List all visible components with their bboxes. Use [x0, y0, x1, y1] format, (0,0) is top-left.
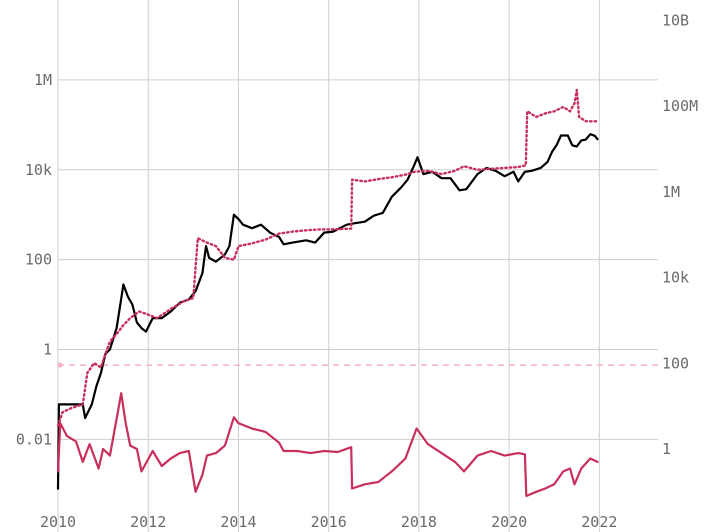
y-left-tick-label: 10k [25, 161, 52, 179]
y-left-tick-label: 100 [25, 251, 52, 269]
x-tick-label: 2020 [491, 513, 527, 531]
ratio-line [56, 392, 599, 498]
x-tick-label: 2022 [581, 513, 617, 531]
model-dotted-line [56, 88, 599, 428]
x-tick-label: 2014 [220, 513, 256, 531]
y-left-tick-label: 0.01 [16, 430, 52, 448]
y-right-tick-label: 100 [662, 354, 689, 372]
y-right-tick-label: 100M [662, 97, 698, 115]
y-right-tick-label: 1M [662, 183, 680, 201]
reference-layer [57, 362, 658, 368]
price-line [56, 133, 599, 490]
y-left-tick-label: 1M [34, 71, 52, 89]
grid-layer [57, 0, 658, 532]
x-tick-label: 2012 [130, 513, 166, 531]
reference-marker [57, 362, 63, 368]
y-left-tick-label: 1 [43, 341, 52, 359]
series-layer [56, 88, 599, 498]
right-tick-labels: 1 100 10k 1M 100M 10B [662, 11, 698, 458]
y-right-tick-label: 1 [662, 440, 671, 458]
x-tick-label: 2018 [401, 513, 437, 531]
x-tick-label: 2010 [40, 513, 76, 531]
left-tick-labels: 0.01 1 100 10k 1M [16, 71, 52, 448]
y-right-tick-label: 10k [662, 269, 689, 287]
y-right-tick-label: 10B [662, 11, 689, 29]
x-tick-label: 2016 [311, 513, 347, 531]
x-tick-labels: 2010 2012 2014 2016 2018 2020 2022 [40, 513, 617, 531]
